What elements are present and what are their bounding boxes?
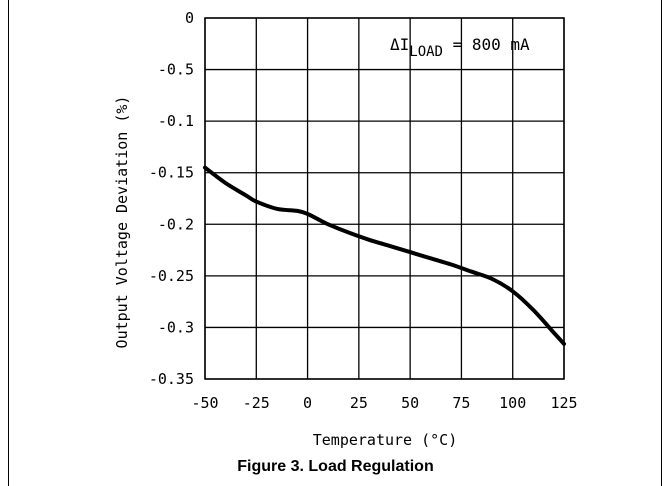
- ticks: -50 -25 0 25 50 75 100 125 0 -0.5 -0.1 -0.15 -0.2 -0.…: [149, 9, 578, 412]
- annotation-delta-iload: ΔILOAD = 800 mA: [390, 35, 530, 60]
- annotation-prefix: ΔI: [390, 35, 409, 54]
- x-tick-label: -25: [243, 394, 270, 412]
- y-tick-label: -0.1: [158, 112, 194, 130]
- x-tick-label: -50: [191, 394, 218, 412]
- plot-border: [204, 17, 565, 380]
- x-tick-label: 100: [499, 394, 526, 412]
- x-tick-label: 0: [303, 394, 312, 412]
- y-tick-label: -0.3: [158, 318, 194, 336]
- figure-caption: Figure 3. Load Regulation: [237, 458, 434, 475]
- y-tick-label: -0.15: [149, 164, 194, 182]
- x-tick-label: 50: [401, 394, 419, 412]
- annotation-suffix: = 800 mA: [443, 35, 530, 54]
- y-tick-label: -0.5: [158, 61, 194, 79]
- y-tick-label: -0.2: [158, 215, 194, 233]
- series: [203, 165, 566, 346]
- figure-frame: [8, 0, 662, 486]
- x-tick-label: 75: [452, 394, 470, 412]
- x-tick-label: 125: [550, 394, 577, 412]
- series-line: [203, 165, 566, 346]
- y-tick-label: -0.25: [149, 267, 194, 285]
- grid: [204, 17, 565, 380]
- x-axis-label: Temperature (°C): [313, 431, 458, 449]
- y-tick-label: -0.35: [149, 370, 194, 388]
- y-axis-label: Output Voltage Deviation (%): [113, 96, 131, 349]
- annotation-subscript: LOAD: [409, 44, 443, 60]
- x-tick-label: 25: [350, 394, 368, 412]
- y-tick-label: 0: [185, 9, 194, 27]
